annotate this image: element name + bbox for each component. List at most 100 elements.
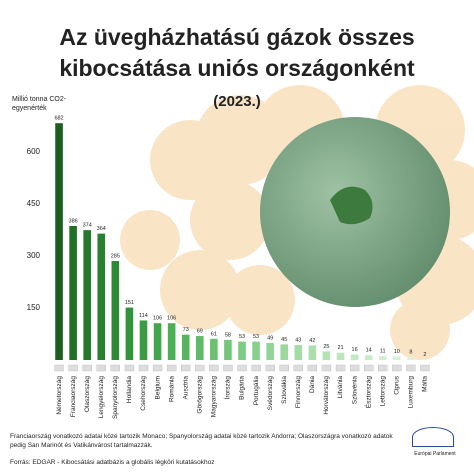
bar: [350, 354, 359, 360]
value-label: 25: [323, 344, 329, 350]
flag: [124, 364, 135, 372]
value-label: 285: [111, 253, 120, 259]
footnote: Franciaország vonatkozó adatai közé tart…: [10, 433, 393, 449]
y-axis-label: Millió tonna CO2-egyenérték: [12, 96, 67, 112]
value-label: 53: [239, 334, 245, 340]
x-tick-label: Magyarország: [211, 376, 218, 418]
bar: [294, 345, 303, 360]
value-label: 49: [267, 335, 273, 341]
bar: [308, 345, 317, 360]
value-label: 11: [380, 349, 386, 355]
x-tick-label: Spanyolország: [112, 376, 119, 419]
bar: [266, 342, 274, 360]
bar: [421, 359, 429, 360]
bar: [252, 341, 260, 360]
logo-text: Európai Parlament: [414, 451, 456, 457]
x-tick-label: Luxemburg: [408, 376, 415, 409]
flag: [68, 364, 78, 372]
x-tick-label: Írország: [223, 376, 232, 400]
flag: [364, 364, 374, 372]
flag: [279, 364, 289, 372]
value-label: 14: [366, 348, 372, 354]
y-tick-label: 450: [27, 199, 41, 208]
x-tick-label: Lengyelország: [98, 376, 105, 419]
bar: [181, 334, 190, 360]
x-tick-label: Szlovénia: [351, 376, 358, 405]
value-label: 151: [125, 300, 134, 306]
value-label: 106: [153, 316, 162, 322]
flag: [181, 364, 191, 372]
bar: [55, 123, 63, 360]
flag: [321, 364, 332, 372]
x-tick-label: Finnország: [295, 376, 302, 409]
value-label: 364: [97, 226, 106, 232]
value-label: 61: [211, 331, 217, 337]
value-label: 374: [83, 223, 92, 229]
flag: [82, 364, 92, 372]
value-label: 16: [352, 347, 358, 353]
bar: [83, 230, 91, 360]
x-tick-label: Horvátország: [323, 376, 330, 415]
value-label: 2: [423, 352, 426, 358]
x-tick-label: Bulgária: [239, 376, 246, 400]
x-tick-label: Románia: [168, 376, 175, 402]
flag: [96, 364, 106, 372]
flag: [392, 364, 402, 372]
bar: [378, 356, 387, 360]
value-label: 69: [197, 328, 203, 334]
bar: [393, 356, 401, 360]
x-tick-label: Németország: [56, 376, 63, 415]
flag: [251, 364, 261, 372]
flag: [237, 364, 247, 372]
value-label: 42: [309, 338, 315, 344]
flag: [265, 364, 275, 372]
bar: [322, 351, 331, 360]
y-tick-label: 600: [27, 147, 41, 156]
flag: [420, 364, 430, 372]
bar: [69, 225, 77, 360]
value-label: 73: [183, 327, 189, 333]
logo-icon: [412, 427, 454, 447]
x-tick-label: Franciaország: [70, 376, 77, 418]
europe: [330, 186, 373, 225]
flag: [335, 364, 346, 372]
x-tick-label: Litvánia: [337, 376, 344, 399]
x-tick-label: Szlovákia: [281, 376, 288, 404]
bar: [111, 261, 120, 360]
value-label: 58: [225, 332, 231, 338]
x-tick-label: Lettország: [379, 376, 386, 407]
x-tick-label: Észtország: [363, 376, 372, 409]
flag: [110, 364, 120, 372]
x-tick-label: Hollandia: [126, 376, 133, 403]
value-label: 106: [167, 316, 176, 322]
bar: [280, 344, 289, 360]
flag: [378, 364, 388, 372]
clouds: [120, 85, 474, 360]
bar: [153, 323, 162, 360]
y-tick-label: 300: [27, 251, 41, 260]
x-tick-label: Olaszország: [84, 376, 91, 413]
bar: [125, 307, 134, 360]
x-tick-label: Csehország: [140, 376, 147, 411]
chart-title: Az üvegházhatású gázok összes kibocsátás…: [59, 24, 415, 81]
bar: [97, 233, 106, 360]
x-tick-label: Ausztria: [182, 376, 189, 400]
bar: [364, 355, 373, 360]
bar: [167, 323, 176, 360]
flag: [138, 364, 149, 372]
value-label: 682: [54, 116, 63, 122]
value-label: 10: [394, 349, 400, 355]
flag: [166, 364, 177, 372]
value-label: 21: [337, 345, 343, 351]
bar: [139, 320, 148, 360]
x-tick-label: Portugália: [253, 376, 260, 406]
value-label: 114: [139, 313, 148, 319]
flag: [223, 364, 233, 372]
source: Forrás: EDGAR - Kibocsátási adatbázis a …: [10, 459, 215, 466]
bar: [336, 352, 345, 360]
flag: [349, 364, 360, 372]
flag: [293, 364, 303, 372]
bar: [407, 357, 415, 360]
